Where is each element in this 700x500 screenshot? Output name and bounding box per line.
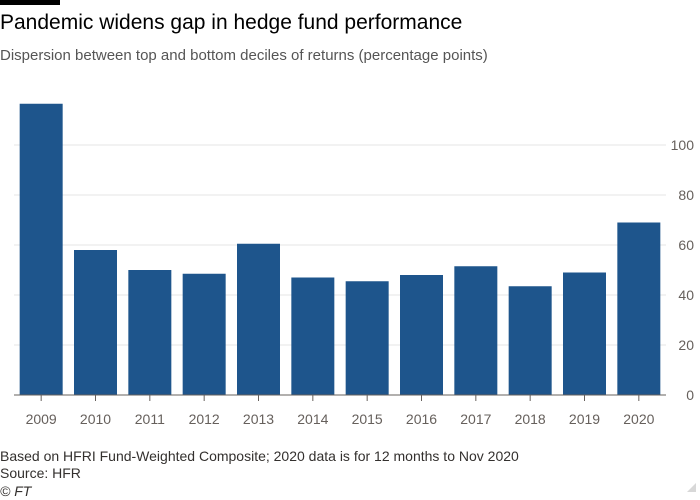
x-tick-label: 2018: [515, 411, 546, 427]
x-tick-label: 2012: [189, 411, 220, 427]
chart-source: Source: HFR: [0, 465, 81, 481]
x-tick-label: 2011: [135, 411, 165, 427]
bar: [291, 277, 335, 395]
y-tick-label: 100: [671, 137, 695, 153]
y-tick-label: 20: [678, 337, 694, 353]
x-tick-label: 2010: [80, 411, 111, 427]
bar: [128, 270, 172, 395]
gridlines: [14, 144, 666, 346]
bar: [345, 281, 389, 395]
bar: [74, 250, 117, 395]
x-axis-ticks: 2009 2010 2011 2012 2013 2014 2015 2016 2017 2018…: [26, 395, 655, 427]
x-tick-label: 2020: [623, 411, 654, 427]
bar-chart: 0 20 40 60 80 100 2009 2010 2011 2012 2013 2014 201…: [14, 103, 695, 427]
chart-note: Based on HFRI Fund-Weighted Composite; 2…: [0, 448, 519, 464]
y-axis-ticks: 0 20 40 60 80 100: [671, 137, 695, 403]
x-tick-label: 2009: [26, 411, 57, 427]
chart-credit: © FT: [0, 483, 32, 499]
bar: [617, 222, 661, 395]
x-tick-label: 2019: [569, 411, 600, 427]
bar: [563, 272, 606, 395]
y-tick-label: 60: [678, 237, 694, 253]
x-tick-label: 2017: [460, 411, 491, 427]
y-tick-label: 80: [678, 187, 694, 203]
y-tick-label: 0: [686, 387, 694, 403]
x-tick-label: 2016: [406, 411, 437, 427]
brand-bar: [0, 0, 60, 5]
x-tick-label: 2013: [243, 411, 274, 427]
bar: [400, 275, 443, 395]
bar: [454, 266, 498, 395]
y-tick-label: 40: [678, 287, 694, 303]
bars: [19, 103, 661, 395]
bar: [237, 243, 280, 395]
chart-subtitle: Dispersion between top and bottom decile…: [0, 47, 488, 64]
bar: [508, 286, 552, 395]
chart-title: Pandemic widens gap in hedge fund perfor…: [0, 11, 463, 34]
bar: [182, 273, 226, 395]
x-tick-label: 2015: [352, 411, 383, 427]
x-tick-label: 2014: [297, 411, 328, 427]
bar: [19, 103, 63, 395]
corner-mark: [687, 483, 696, 492]
